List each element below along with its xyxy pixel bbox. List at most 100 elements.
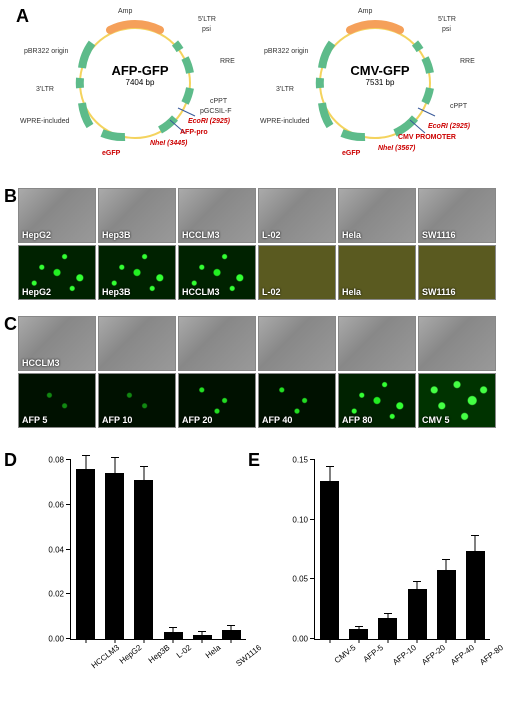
image-label: HepG2 [22, 287, 51, 297]
ytick-label: 0.05 [292, 575, 308, 584]
error-bar [173, 628, 174, 632]
microscopy-image [178, 316, 256, 371]
error-bar [202, 632, 203, 634]
plasmid-size: 7531 bp [350, 78, 409, 87]
error-cap [111, 457, 119, 458]
xtick-label: AFP-40 [449, 643, 476, 667]
plasmid-annotation: EcoRI (2925) [188, 118, 230, 125]
ytick [66, 593, 71, 594]
plasmid-annotation: AFP-pro [180, 129, 208, 136]
xtick [475, 639, 476, 643]
plasmid-annotation: Amp [358, 8, 372, 15]
microscopy-image: L-02 [258, 245, 336, 300]
error-bar [231, 626, 232, 630]
microscopy-image: HepG2 [18, 245, 96, 300]
error-bar [329, 467, 330, 481]
error-cap [140, 466, 148, 467]
ytick [310, 459, 315, 460]
chart-d-area: 0.000.020.040.060.08HCCLM3HepG2Hep3BL-02… [70, 460, 246, 640]
microscopy-image [258, 316, 336, 371]
xtick-label: HCCLM3 [89, 643, 120, 670]
plasmid-annotation: cPPT [450, 103, 467, 110]
plasmid-annotation: NheI (3445) [150, 140, 187, 147]
error-cap [442, 559, 450, 560]
plasmid-annotation: eGFP [342, 150, 360, 157]
xtick [329, 639, 330, 643]
microscopy-image: L-02 [258, 188, 336, 243]
image-label: CMV 5 [422, 415, 450, 425]
panel-c-label: C [4, 314, 17, 335]
image-label: SW1116 [422, 230, 456, 240]
xtick-label: HepG2 [118, 643, 144, 666]
bar [164, 632, 183, 639]
plasmid-annotation: 3'LTR [276, 86, 294, 93]
microscopy-image: Hela [338, 245, 416, 300]
ytick-label: 0.06 [48, 500, 64, 509]
image-label: AFP 10 [102, 415, 132, 425]
plasmid-circle-icon [30, 8, 250, 168]
plasmid-annotation: WPRE-included [260, 118, 309, 125]
error-bar [417, 582, 418, 589]
error-bar [143, 467, 144, 480]
plasmid-name: AFP-GFP [111, 63, 168, 78]
error-cap [169, 627, 177, 628]
plasmid-annotation: 5'LTR [438, 16, 456, 23]
panel-b-grid: HepG2Hep3BHCCLM3L-02HelaSW1116HepG2Hep3B… [18, 188, 496, 300]
chart-e-area: 0.000.050.100.15CMV-5AFP-5AFP-10AFP-20AF… [314, 460, 490, 640]
image-label: AFP 20 [182, 415, 212, 425]
image-label: HepG2 [22, 230, 51, 240]
ytick-label: 0.15 [292, 456, 308, 465]
bar [437, 570, 456, 639]
xtick [358, 639, 359, 643]
microscopy-image: HCCLM3 [178, 188, 256, 243]
xtick [173, 639, 174, 643]
plasmid-annotation: CMV PROMOTER [398, 134, 456, 141]
plasmid-name: CMV-GFP [350, 63, 409, 78]
image-label: L-02 [262, 230, 281, 240]
xtick-label: CMV-5 [332, 643, 357, 665]
error-cap [326, 466, 334, 467]
panel-a-label: A [16, 6, 29, 27]
plasmid-annotation: 3'LTR [36, 86, 54, 93]
plasmid-annotation: WPRE-included [20, 118, 69, 125]
xtick-label: Hela [204, 643, 223, 660]
ytick [66, 638, 71, 639]
panel-a-plasmids: AFP-GFP 7404 bp Amp5'LTRpsipBR322 origin… [30, 8, 490, 168]
image-label: AFP 5 [22, 415, 47, 425]
error-cap [384, 613, 392, 614]
bar [408, 589, 427, 639]
error-bar [387, 614, 388, 618]
microscopy-image: SW1116 [418, 188, 496, 243]
microscopy-image: AFP 40 [258, 373, 336, 428]
image-label: HCCLM3 [182, 287, 220, 297]
ytick [310, 519, 315, 520]
microscopy-image: HepG2 [18, 188, 96, 243]
image-label: HCCLM3 [22, 358, 60, 368]
bar [134, 480, 153, 639]
plasmid-annotation: NheI (3567) [378, 145, 415, 152]
plasmid-annotation: RRE [460, 58, 475, 65]
image-label: L-02 [262, 287, 281, 297]
microscopy-image: HCCLM3 [178, 245, 256, 300]
error-bar [85, 456, 86, 469]
error-bar [446, 560, 447, 570]
panel-c-grid: HCCLM3AFP 5AFP 10AFP 20AFP 40AFP 80CMV 5 [18, 316, 496, 428]
error-bar [114, 458, 115, 474]
bar [349, 629, 368, 639]
plasmid-annotation: 5'LTR [198, 16, 216, 23]
bar [320, 481, 339, 639]
plasmid-circle-icon [270, 8, 490, 168]
xtick-label: L-02 [175, 643, 193, 660]
ytick [66, 549, 71, 550]
xtick-label: AFP-80 [478, 643, 505, 667]
bar [76, 469, 95, 639]
plasmid-annotation: EcoRI (2925) [428, 123, 470, 130]
plasmid-title: CMV-GFP 7531 bp [350, 63, 409, 87]
plasmid-annotation: Amp [118, 8, 132, 15]
xtick [387, 639, 388, 643]
error-cap [198, 631, 206, 632]
bar [222, 630, 241, 639]
error-cap [82, 455, 90, 456]
error-cap [355, 626, 363, 627]
error-bar [358, 627, 359, 629]
